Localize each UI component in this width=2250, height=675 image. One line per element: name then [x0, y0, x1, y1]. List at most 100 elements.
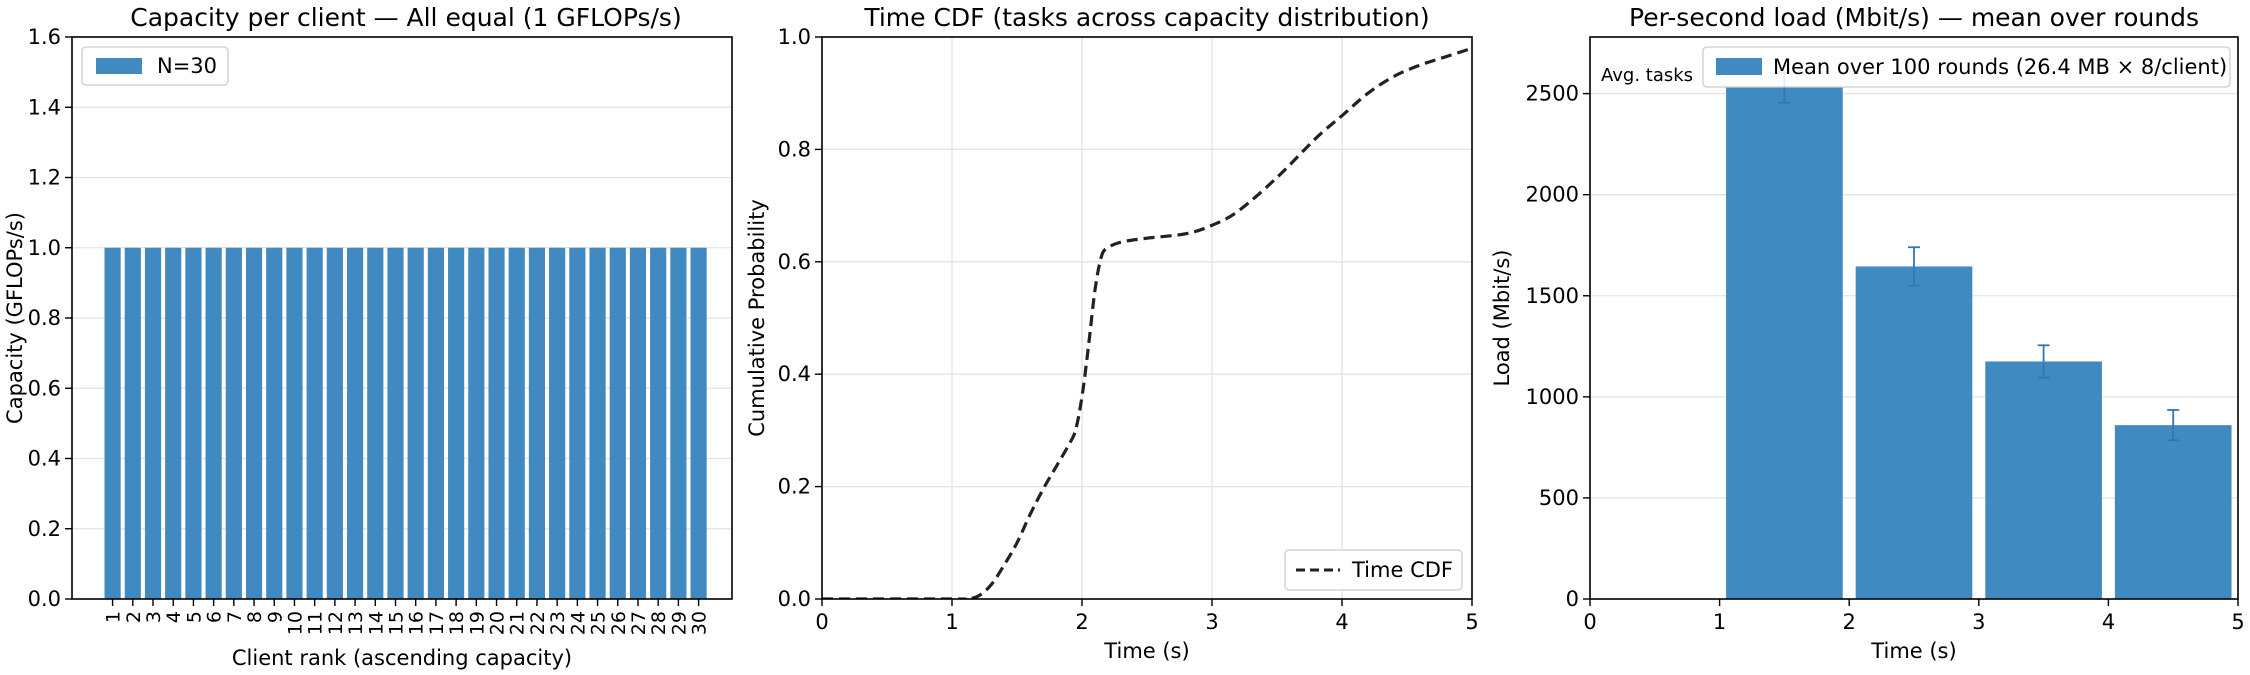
- panel3-legend-box: [1702, 46, 2231, 88]
- panel1-x-tick-label: 3: [143, 611, 165, 623]
- panel-load: Per-second load (Mbit/s) — mean over rou…: [1490, 3, 2245, 663]
- panel1-bar: [407, 247, 424, 599]
- panel-time-cdf: Time CDF (tasks across capacity distribu…: [745, 3, 1479, 663]
- panel3-legend-swatch: [1716, 58, 1762, 75]
- panel2-cdf-line: [822, 46, 1472, 599]
- panel2-x-tick-label: 5: [1465, 610, 1478, 634]
- panel1-x-tick-label: 13: [345, 611, 367, 635]
- panel3-x-axis: 0 1 2 3 4 5: [1583, 599, 2245, 634]
- panel3-bar: [1855, 266, 1973, 599]
- panel1-x-tick-label: 4: [163, 611, 185, 623]
- panel1-bar: [670, 247, 687, 599]
- panel1-x-tick-label: 5: [183, 611, 205, 623]
- panel3-x-tick-label: 3: [1972, 610, 1985, 634]
- panel1-bar: [185, 247, 202, 599]
- panel1-x-tick-label: 1: [103, 611, 125, 623]
- panel1-x-tick-label: 24: [567, 611, 589, 635]
- panel1-y-tick-label: 0.6: [28, 376, 61, 400]
- panel1-frame: [71, 36, 733, 600]
- panel2-x-tick-label: 1: [945, 610, 958, 634]
- panel1-x-tick-label: 8: [244, 611, 266, 623]
- panel3-x-tick-label: 5: [2231, 610, 2244, 634]
- panel1-x-tick-label: 7: [224, 611, 246, 623]
- panel1-bar: [124, 247, 141, 599]
- panel1-x-tick-label: 27: [628, 611, 650, 635]
- panel1-bar: [569, 247, 586, 599]
- panel-capacity: Capacity per client — All equal (1 GFLOP…: [3, 3, 733, 670]
- panel1-x-tick-label: 26: [608, 611, 630, 635]
- panel1-y-tick-label: 1.0: [28, 236, 61, 260]
- panel1-x-tick-label: 22: [527, 611, 549, 635]
- panel1-x-tick-label: 16: [406, 611, 428, 635]
- panel2-x-tick-label: 4: [1335, 610, 1348, 634]
- panel1-bar: [629, 247, 647, 599]
- panel2-legend-box: [1284, 549, 1463, 591]
- panel1-bar: [205, 247, 222, 599]
- panel1-x-tick-label: 15: [385, 611, 407, 635]
- panel3-bars: [1726, 71, 2232, 600]
- panel3-bar: [1726, 87, 1843, 600]
- panel1-bar: [549, 247, 566, 599]
- panel1-y-label: Capacity (GFLOPs/s): [3, 212, 27, 424]
- panel1-bars: [104, 247, 707, 599]
- panel1-bar: [609, 247, 626, 599]
- panel3-x-tick-label: 0: [1583, 610, 1596, 634]
- panel1-bar: [104, 247, 121, 599]
- panel1-bar: [144, 247, 162, 599]
- panel1-bar: [387, 247, 404, 599]
- panel3-annotation: Avg. tasks: [1601, 65, 1693, 86]
- panel2-legend-label: Time CDF: [1351, 558, 1453, 582]
- panel1-x-tick-label: 14: [365, 611, 387, 635]
- panel1-bar: [589, 247, 606, 599]
- panel1-legend-swatch: [96, 58, 142, 74]
- panel1-x-tick-label: 19: [466, 611, 488, 635]
- panel1-bar: [245, 247, 263, 599]
- panel1-bar: [225, 247, 242, 599]
- panel2-gridlines: [821, 36, 1473, 600]
- panel3-x-tick-label: 1: [1713, 610, 1726, 634]
- panel2-y-axis: 0.0 0.2 0.4 0.6 0.8 1.0: [778, 25, 822, 611]
- panel1-bar: [266, 247, 283, 599]
- panel1-x-tick-label: 17: [426, 611, 448, 635]
- panel1-bar: [690, 247, 707, 599]
- panel1-y-tick-label: 0.4: [28, 447, 61, 471]
- panel1-bar: [427, 247, 444, 599]
- panel3-y-tick-label: 1000: [1526, 385, 1579, 409]
- panel2-y-tick-label: 0.0: [778, 587, 811, 611]
- panel2-series: [822, 46, 1472, 599]
- panel3-y-tick-label: 2000: [1526, 183, 1579, 207]
- panel1-bar: [286, 247, 303, 599]
- panel3-bar: [1985, 361, 2102, 599]
- panel2-x-label: Time (s): [1103, 639, 1189, 663]
- panel1-y-axis: 0.0 0.2 0.4 0.6 0.8 1.0 1.2 1.4 1.6: [28, 25, 72, 611]
- panel1-x-tick-label: 25: [588, 611, 610, 635]
- panel1-bar: [448, 247, 465, 599]
- panel1-x-tick-label: 9: [264, 611, 286, 623]
- panel1-x-tick-label: 28: [648, 611, 670, 635]
- panel2-y-tick-label: 1.0: [778, 25, 811, 49]
- panel1-bar: [306, 247, 323, 599]
- panel1-legend: N=30: [81, 46, 229, 86]
- panel1-x-tick-label: 23: [547, 611, 569, 635]
- panel3-y-tick-label: 0: [1566, 587, 1579, 611]
- panel1-title: Capacity per client — All equal (1 GFLOP…: [130, 3, 681, 32]
- panel3-y-axis: 0 500 1000 1500 2000 2500: [1526, 82, 1590, 611]
- panel1-y-tick-label: 0.2: [28, 517, 61, 541]
- panel3-frame: [1589, 36, 2239, 600]
- panel1-bar: [488, 247, 505, 599]
- panel3-x-tick-label: 2: [1843, 610, 1856, 634]
- panel1-bar: [650, 247, 667, 599]
- panel3-legend: Mean over 100 rounds (26.4 MB × 8/client…: [1702, 46, 2231, 88]
- panel1-x-tick-label: 6: [204, 611, 226, 623]
- panel3-y-tick-label: 500: [1539, 486, 1579, 510]
- panel1-legend-box: [81, 46, 229, 86]
- panel3-y-label: Load (Mbit/s): [1490, 250, 1514, 387]
- panel1-bar: [326, 247, 343, 599]
- panel3-bar: [2114, 425, 2232, 599]
- panel1-y-tick-label: 1.4: [28, 95, 61, 119]
- panel2-legend: Time CDF: [1284, 549, 1463, 591]
- panel2-title: Time CDF (tasks across capacity distribu…: [863, 3, 1429, 32]
- panel2-frame: [821, 36, 1473, 600]
- panel3-y-tick-label: 1500: [1526, 284, 1579, 308]
